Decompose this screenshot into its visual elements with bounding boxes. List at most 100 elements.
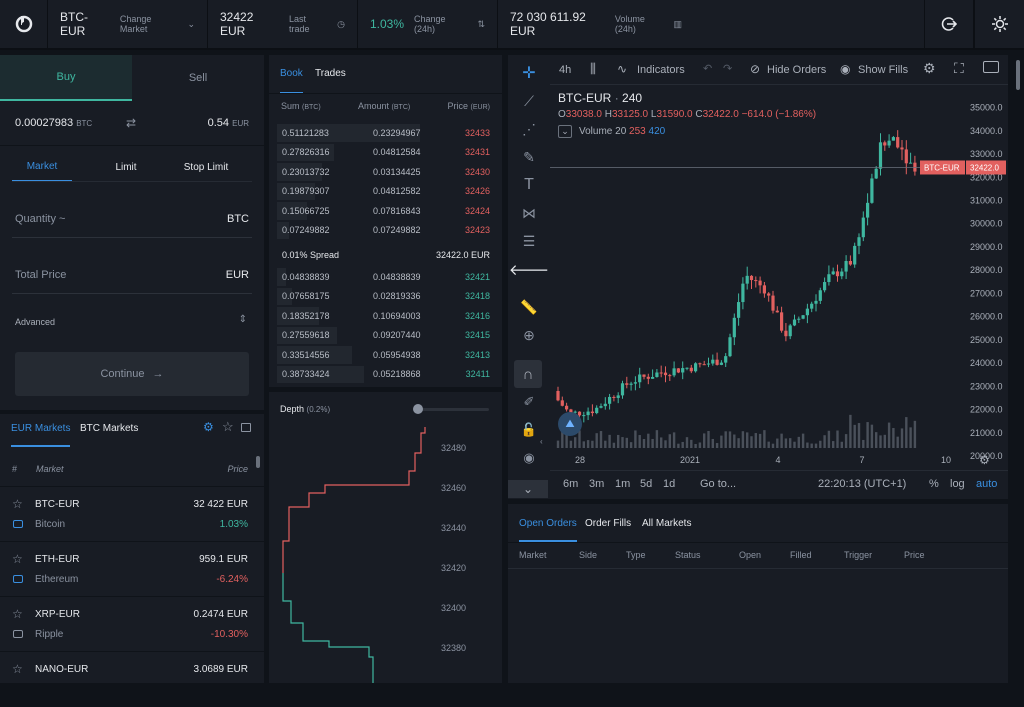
logo[interactable] bbox=[0, 0, 48, 49]
scrollbar[interactable] bbox=[256, 456, 260, 468]
range-1m[interactable]: 1m bbox=[615, 478, 631, 490]
star-icon[interactable]: ☆ bbox=[12, 662, 23, 676]
wallet-icon[interactable] bbox=[241, 423, 251, 432]
tab-eur-markets[interactable]: EUR Markets bbox=[11, 423, 71, 447]
amount-btc[interactable]: 0.00027983 BTC bbox=[15, 117, 92, 129]
chart-settings-icon[interactable]: ⚙ bbox=[979, 453, 990, 467]
pencil-lock-icon[interactable]: ✐ bbox=[523, 394, 535, 409]
candle-body bbox=[629, 383, 633, 385]
tab-trades[interactable]: Trades bbox=[315, 68, 346, 79]
market-row-nano[interactable]: ☆ NANO-EUR 3.0689 EUR bbox=[0, 652, 264, 707]
tab-order-fills[interactable]: Order Fills bbox=[585, 518, 632, 529]
range-5d[interactable]: 5d bbox=[640, 478, 653, 490]
logout-button[interactable] bbox=[924, 0, 974, 49]
star-icon[interactable]: ☆ bbox=[12, 552, 23, 566]
chart-panel bbox=[508, 55, 1008, 499]
ask-row[interactable]: 0.19879307 0.04812582 32426 bbox=[269, 182, 502, 202]
bid-row[interactable]: 0.33514556 0.05954938 32413 bbox=[269, 345, 502, 365]
col-price[interactable]: Price bbox=[227, 464, 248, 474]
total-price-field[interactable]: Total Price EUR bbox=[12, 256, 252, 294]
ask-row[interactable]: 0.27826316 0.04812584 32431 bbox=[269, 143, 502, 163]
tab-btc-markets[interactable]: BTC Markets bbox=[80, 423, 139, 434]
continue-button[interactable]: Continue → bbox=[15, 352, 249, 396]
fib-icon[interactable]: ⋰ bbox=[522, 120, 536, 137]
trend-line-icon[interactable]: ⟋ bbox=[524, 92, 534, 109]
candle-type-icon[interactable]: ⫼ bbox=[590, 61, 596, 76]
tab-book[interactable]: Book bbox=[280, 68, 303, 94]
depth-slider-track[interactable] bbox=[419, 408, 489, 411]
bid-row[interactable]: 0.38733424 0.05218868 32411 bbox=[269, 365, 502, 385]
range-1d[interactable]: 1d bbox=[663, 478, 676, 490]
indicators-icon[interactable]: ∿ bbox=[617, 62, 628, 76]
fullscreen-icon[interactable]: ⛶ bbox=[954, 60, 964, 76]
bid-row[interactable]: 0.18352178 0.10694003 32416 bbox=[269, 306, 502, 326]
hide-toolbar-icon[interactable]: ‹ bbox=[540, 437, 543, 446]
advanced-toggle[interactable]: Advanced bbox=[15, 317, 56, 327]
price-tag-symbol-bg bbox=[920, 160, 965, 175]
brush-icon[interactable]: ✎ bbox=[523, 148, 535, 165]
forecast-icon[interactable]: ☰ bbox=[522, 232, 536, 249]
ruler-icon[interactable]: 📏 bbox=[520, 298, 538, 315]
theme-toggle-button[interactable] bbox=[974, 0, 1024, 49]
tab-market[interactable]: Market bbox=[12, 152, 72, 182]
expand-icon[interactable]: ⇕ bbox=[238, 314, 247, 325]
tab-stop-limit[interactable]: Stop Limit bbox=[183, 161, 229, 173]
bid-row[interactable]: 0.27559618 0.09207440 32415 bbox=[269, 326, 502, 346]
interval-button[interactable]: 4h bbox=[559, 64, 572, 76]
hide-orders-button[interactable]: Hide Orders bbox=[767, 64, 827, 76]
clock-display[interactable]: 22:20:13 (UTC+1) bbox=[818, 478, 907, 490]
range-6m[interactable]: 6m bbox=[563, 478, 579, 490]
log-toggle[interactable]: log bbox=[950, 478, 965, 490]
undo-icon[interactable]: ↶ bbox=[703, 63, 713, 75]
collapse-legend-button[interactable]: ⌄ bbox=[558, 125, 572, 138]
market-row-btc[interactable]: ☆ BTC-EUR Bitcoin 32 422 EUR 1.03% bbox=[0, 487, 264, 542]
star-icon[interactable]: ☆ bbox=[12, 497, 23, 511]
auto-toggle[interactable]: auto bbox=[976, 478, 998, 490]
amount-eur[interactable]: 0.54 EUR bbox=[208, 117, 249, 129]
star-icon[interactable]: ☆ bbox=[12, 607, 23, 621]
zoom-in-icon[interactable]: ⊕ bbox=[523, 326, 535, 343]
tab-limit[interactable]: Limit bbox=[115, 161, 137, 173]
goto-button[interactable]: Go to... bbox=[700, 478, 737, 490]
redo-icon[interactable]: ↷ bbox=[723, 63, 733, 75]
text-icon[interactable]: T bbox=[524, 176, 534, 193]
candle-body bbox=[560, 400, 564, 406]
range-3m[interactable]: 3m bbox=[589, 478, 605, 490]
market-selector[interactable]: BTC-EUR Change Market ⌄ bbox=[48, 0, 208, 49]
tab-all-markets[interactable]: All Markets bbox=[642, 518, 692, 529]
ask-row[interactable]: 0.23013732 0.03134425 32430 bbox=[269, 162, 502, 182]
camera-icon[interactable] bbox=[983, 61, 999, 73]
col-market[interactable]: Market bbox=[36, 464, 64, 474]
gear-icon[interactable]: ⚙ bbox=[923, 60, 936, 76]
settings-icon[interactable]: ⚙ bbox=[203, 420, 214, 434]
chevron-down-icon: ⌄ bbox=[187, 18, 195, 29]
depth-slider-handle[interactable] bbox=[413, 404, 423, 414]
crosshair-icon[interactable]: ✛ bbox=[522, 65, 536, 82]
lock-icon[interactable]: 🔓 bbox=[520, 422, 538, 437]
star-icon[interactable]: ☆ bbox=[222, 419, 234, 434]
candle-body bbox=[577, 411, 582, 416]
swap-icon[interactable]: ⇄ bbox=[126, 116, 137, 130]
market-row-eth[interactable]: ☆ ETH-EUR Ethereum 959.1 EUR -6.24% bbox=[0, 542, 264, 597]
page-scrollbar[interactable] bbox=[1016, 60, 1020, 90]
show-fills-button[interactable]: Show Fills bbox=[858, 64, 909, 76]
buy-tab[interactable]: Buy bbox=[0, 55, 132, 101]
candle-body bbox=[887, 140, 891, 146]
ask-row[interactable]: 0.15066725 0.07816843 32424 bbox=[269, 201, 502, 221]
sell-tab[interactable]: Sell bbox=[188, 72, 208, 84]
bid-row[interactable]: 0.04838839 0.04838839 32421 bbox=[269, 267, 502, 287]
magnet-icon[interactable]: ∩ bbox=[514, 360, 542, 388]
pattern-icon[interactable]: ⋈ bbox=[522, 204, 536, 221]
quantity-field[interactable]: Quantity ~ BTC bbox=[12, 200, 252, 238]
ask-row[interactable]: 0.51121283 0.23294967 32433 bbox=[269, 123, 502, 143]
market-row-xrp[interactable]: ☆ XRP-EUR Ripple 0.2474 EUR -10.30% bbox=[0, 597, 264, 652]
bid-row[interactable]: 0.07658175 0.02819336 32418 bbox=[269, 287, 502, 307]
arrow-left-icon[interactable]: 🡐 bbox=[508, 261, 550, 279]
visibility-icon[interactable]: ◉ bbox=[523, 450, 535, 465]
percent-toggle[interactable]: % bbox=[929, 478, 939, 490]
tab-open-orders[interactable]: Open Orders bbox=[519, 518, 577, 542]
indicators-button[interactable]: Indicators bbox=[637, 64, 685, 76]
change-market-link[interactable]: Change Market bbox=[119, 14, 152, 34]
ask-row[interactable]: 0.07249882 0.07249882 32423 bbox=[269, 221, 502, 241]
collapse-toolbar-icon[interactable]: ⌄ bbox=[508, 480, 548, 498]
